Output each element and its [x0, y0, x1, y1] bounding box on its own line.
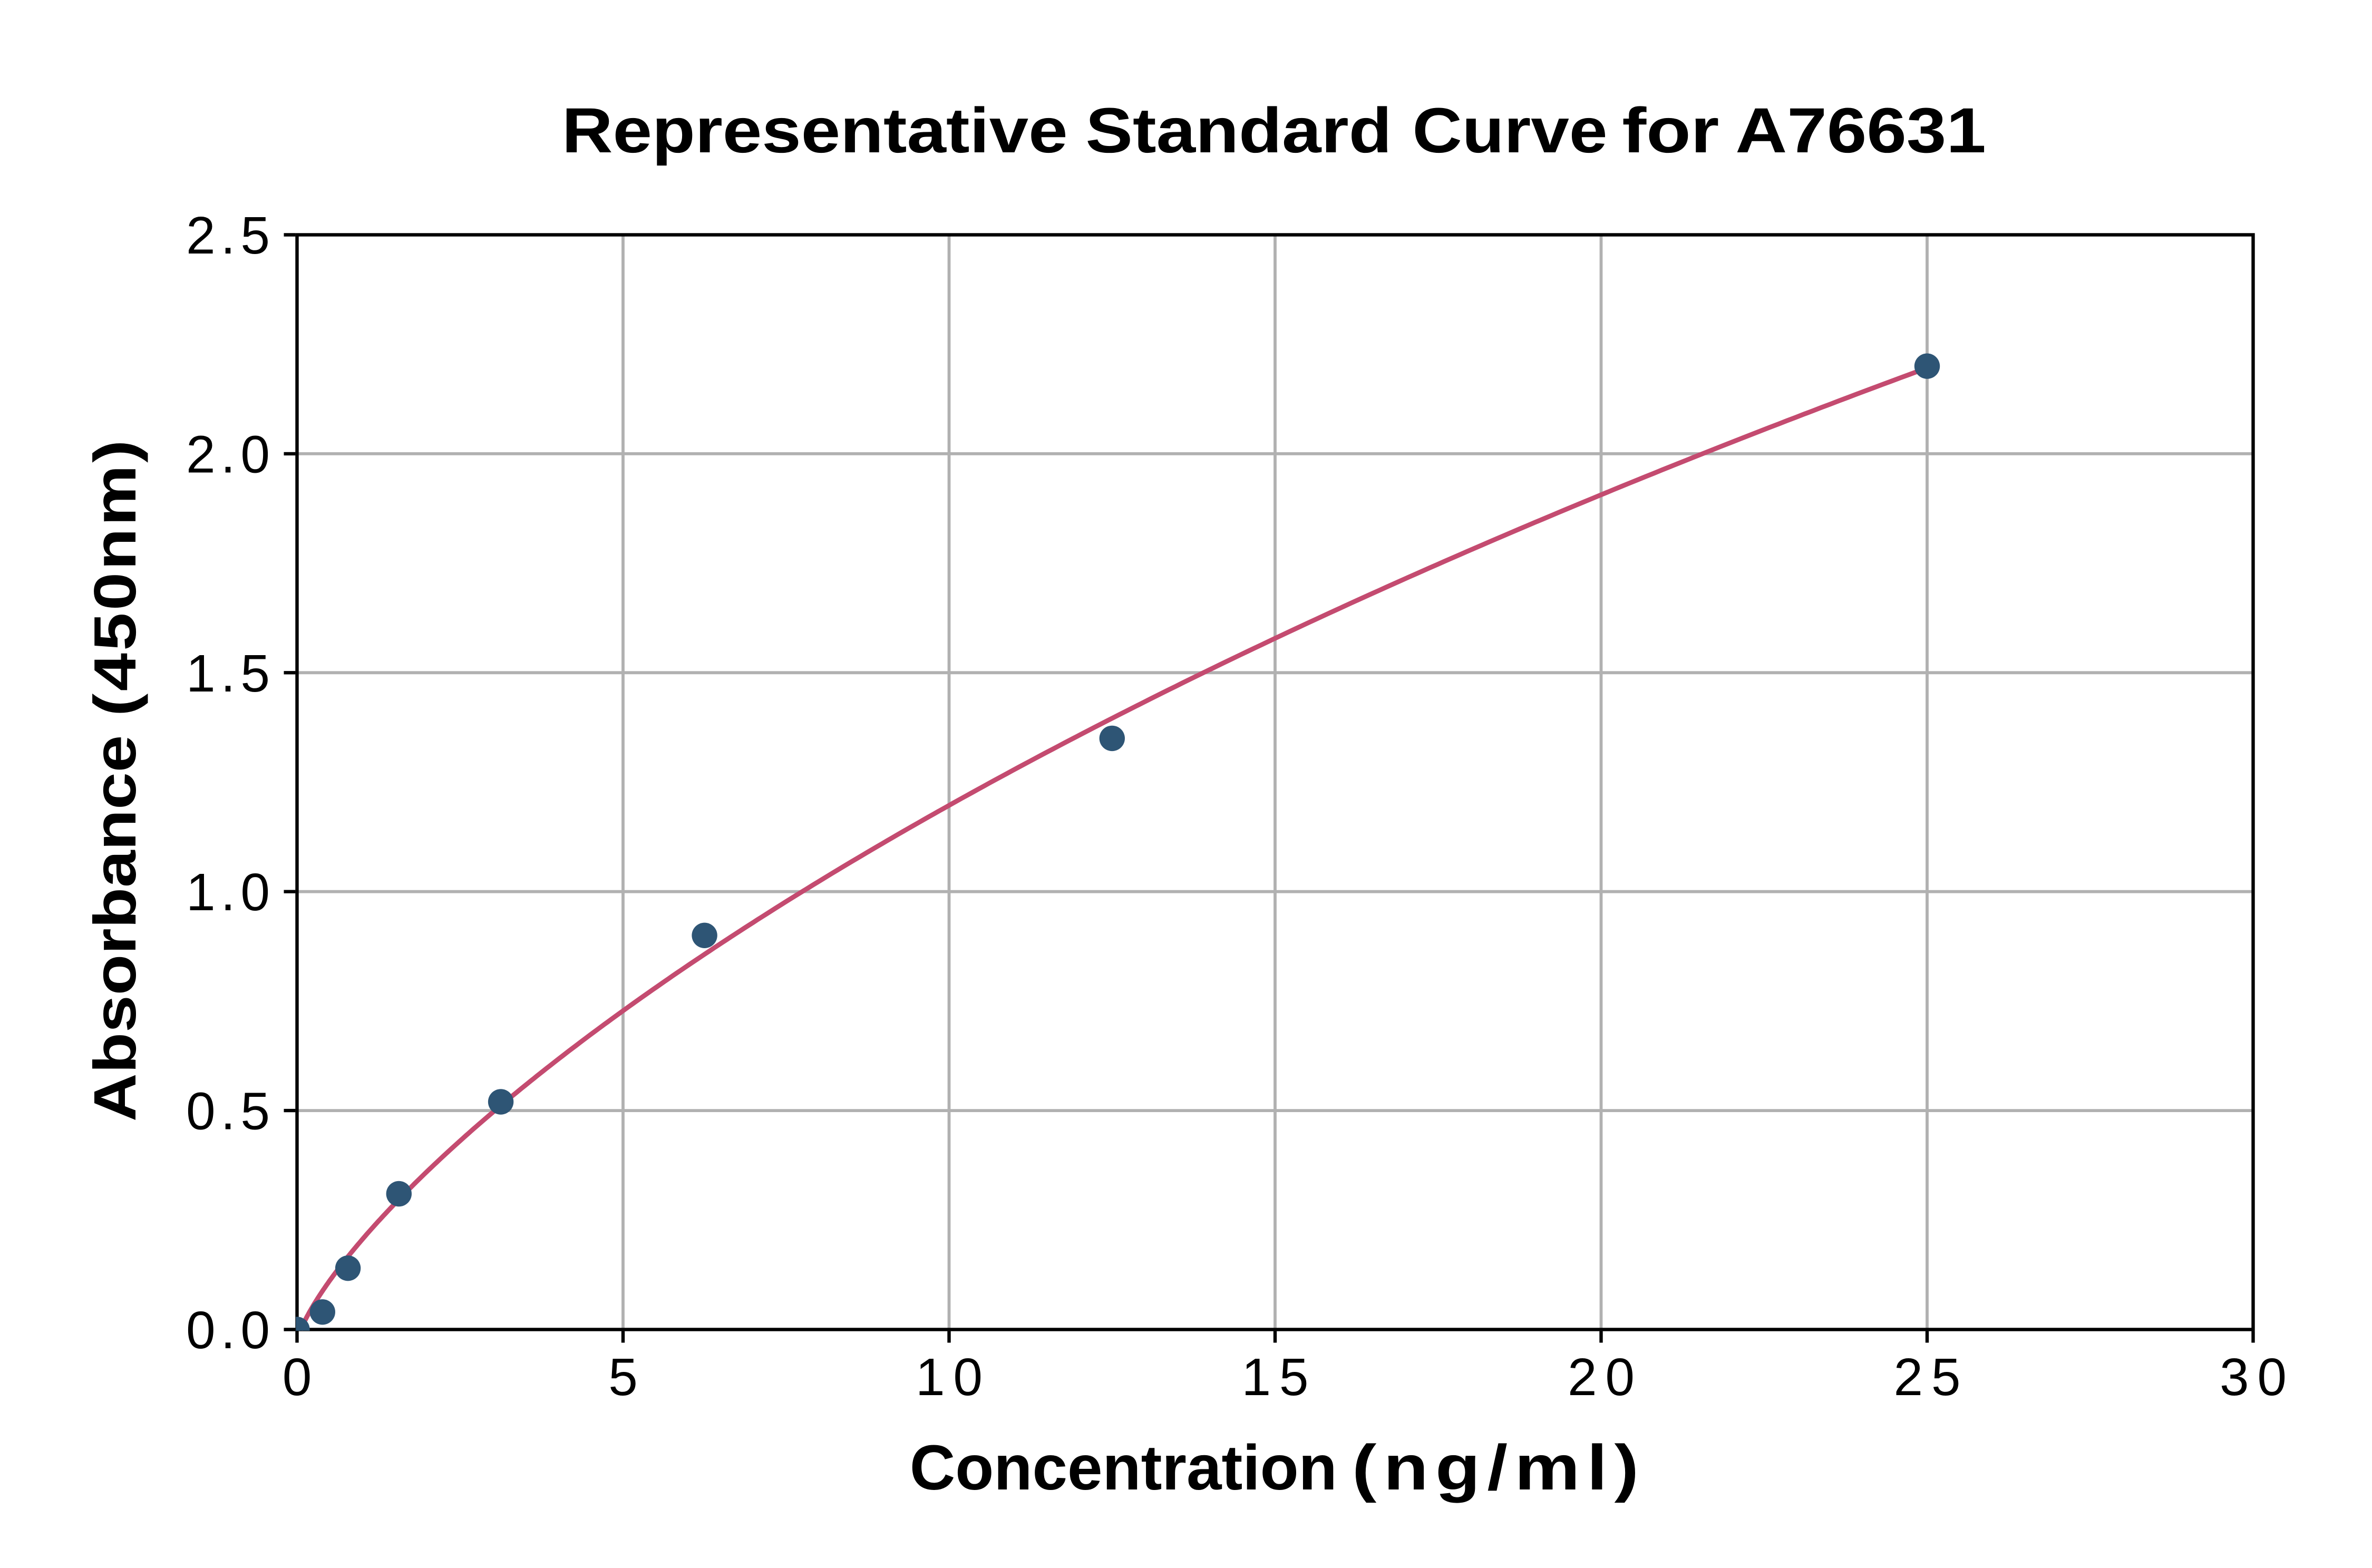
svg-text:0.0: 0.0 [186, 1301, 270, 1360]
svg-text:(ng/ml): (ng/ml) [1352, 1431, 1639, 1503]
svg-text:Concentration: Concentration [910, 1432, 1337, 1503]
svg-text:Representative: Representative [562, 95, 1068, 167]
svg-text:0.5: 0.5 [186, 1082, 270, 1141]
svg-text:5: 5 [608, 1348, 638, 1407]
svg-text:1.5: 1.5 [186, 644, 270, 703]
svg-text:Absorbance: Absorbance [82, 735, 148, 1122]
svg-text:0: 0 [283, 1348, 312, 1407]
svg-text:A76631: A76631 [1735, 95, 1986, 167]
svg-text:2.5: 2.5 [186, 206, 270, 265]
svg-text:2.0: 2.0 [186, 425, 270, 484]
svg-text:1.0: 1.0 [186, 863, 270, 922]
svg-text:Curve: Curve [1413, 94, 1608, 166]
svg-text:(450nm): (450nm) [82, 440, 148, 716]
svg-text:for: for [1622, 94, 1719, 166]
svg-text:Standard: Standard [1086, 95, 1392, 166]
